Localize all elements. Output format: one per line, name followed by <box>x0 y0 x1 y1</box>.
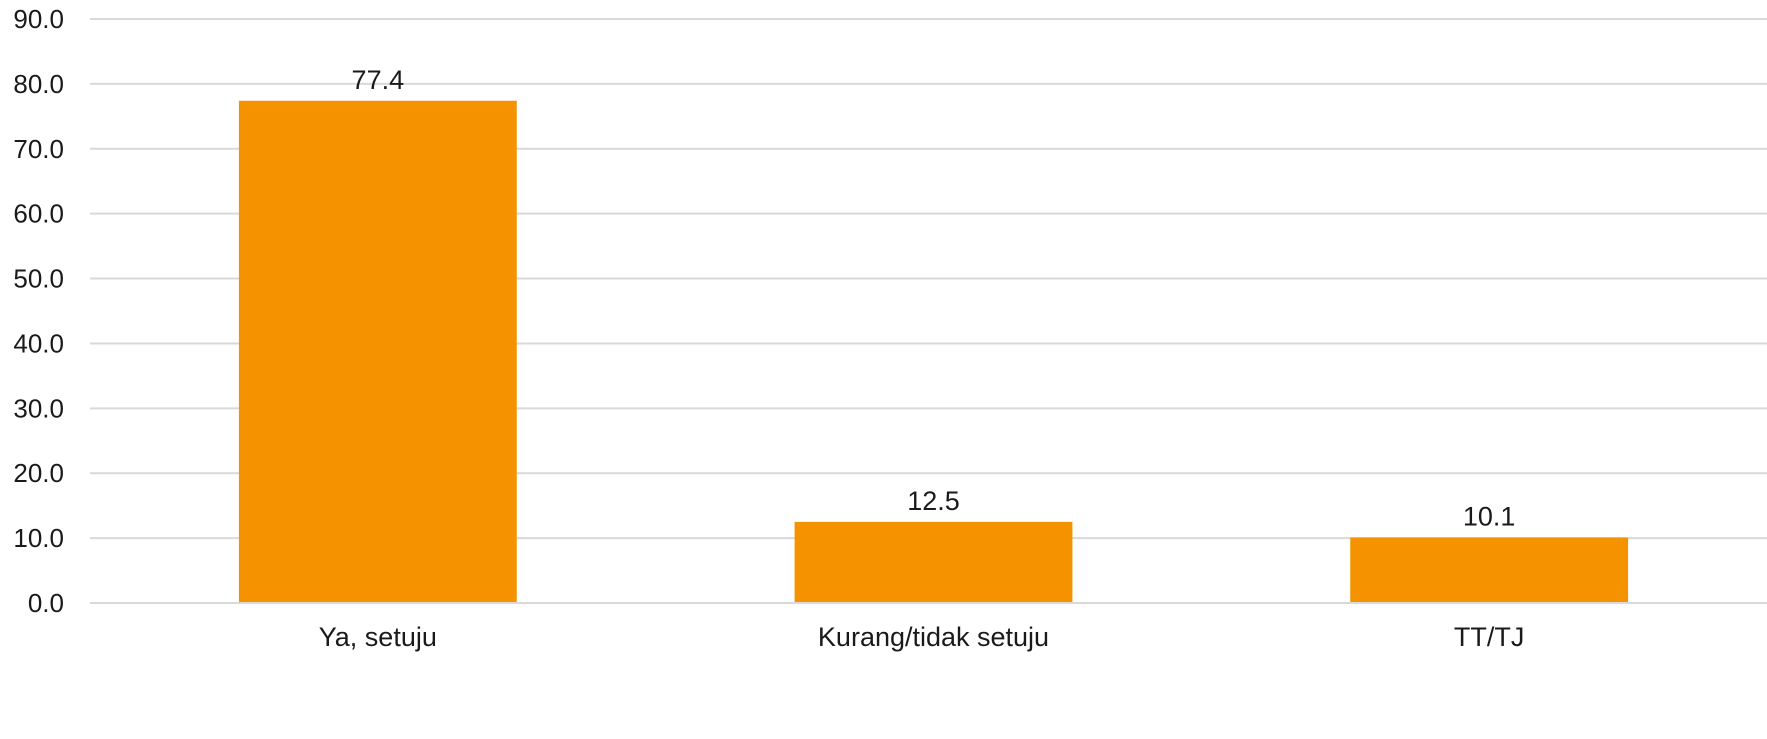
y-tick-label: 0.0 <box>28 588 64 618</box>
y-tick-label: 50.0 <box>13 264 64 294</box>
bar-data-label: 10.1 <box>1463 501 1516 531</box>
y-tick-label: 40.0 <box>13 328 64 358</box>
y-tick-label: 60.0 <box>13 199 64 229</box>
y-tick-label: 90.0 <box>13 4 64 34</box>
y-tick-label: 30.0 <box>13 393 64 423</box>
bar-data-label: 77.4 <box>352 65 405 95</box>
x-axis-category-labels: Ya, setuju Kurang/tidak setuju TT/TJ <box>319 622 1525 652</box>
x-category-label: Ya, setuju <box>319 622 437 652</box>
bar <box>238 100 517 603</box>
y-tick-label: 80.0 <box>13 69 64 99</box>
x-category-label: TT/TJ <box>1454 622 1524 652</box>
y-axis-tick-labels: 0.0 10.0 20.0 30.0 40.0 50.0 60.0 70.0 80.0 90.0 <box>13 4 64 618</box>
y-tick-label: 70.0 <box>13 134 64 164</box>
y-tick-label: 20.0 <box>13 458 64 488</box>
y-tick-label: 10.0 <box>13 523 64 553</box>
bar <box>1350 537 1629 603</box>
x-category-label: Kurang/tidak setuju <box>818 622 1049 652</box>
data-labels: 77.4 12.5 10.1 <box>352 65 1516 532</box>
bars <box>238 100 1629 603</box>
bar-data-label: 12.5 <box>907 486 960 516</box>
bar <box>794 521 1073 603</box>
